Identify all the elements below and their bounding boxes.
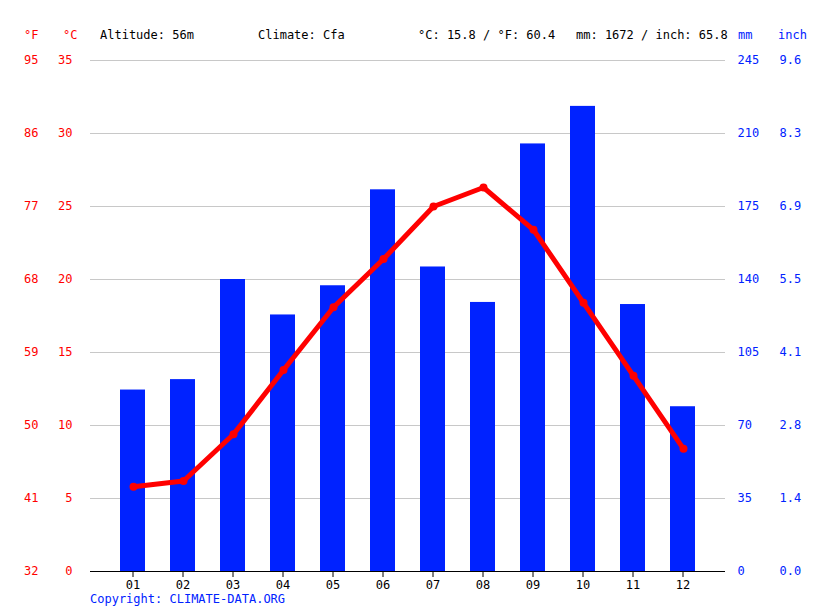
svg-text:05: 05 xyxy=(326,578,340,592)
svg-text:10: 10 xyxy=(58,418,72,432)
svg-text:04: 04 xyxy=(276,578,290,592)
svg-text:0: 0 xyxy=(738,564,745,578)
html-text:°C: °C xyxy=(63,28,78,42)
svg-text:25: 25 xyxy=(58,199,72,213)
html-text:Copyright: CLIMATE-DATA.ORG: Copyright: CLIMATE-DATA.ORG xyxy=(90,592,286,606)
svg-text:9.6: 9.6 xyxy=(780,53,802,67)
svg-text:15: 15 xyxy=(58,345,72,359)
svg-text:02: 02 xyxy=(176,578,190,592)
svg-text:6.9: 6.9 xyxy=(780,199,802,213)
svg-text:86: 86 xyxy=(24,126,38,140)
svg-text:140: 140 xyxy=(738,272,760,286)
svg-text:2.8: 2.8 xyxy=(780,418,802,432)
svg-text:11: 11 xyxy=(626,578,640,592)
svg-text:50: 50 xyxy=(24,418,38,432)
svg-text:32: 32 xyxy=(24,564,38,578)
svg-text:41: 41 xyxy=(24,491,38,505)
svg-text:1.4: 1.4 xyxy=(780,491,802,505)
svg-text:5.5: 5.5 xyxy=(780,272,802,286)
html-text:mm: mm xyxy=(738,28,753,42)
svg-text:10: 10 xyxy=(576,578,590,592)
svg-text:5: 5 xyxy=(65,491,72,505)
svg-text:245: 245 xyxy=(738,53,760,67)
html-text:°F: °F xyxy=(24,28,39,42)
svg-text:210: 210 xyxy=(738,126,760,140)
svg-text:175: 175 xyxy=(738,199,760,213)
svg-text:4.1: 4.1 xyxy=(780,345,802,359)
svg-text:03: 03 xyxy=(226,578,240,592)
svg-text:07: 07 xyxy=(426,578,440,592)
svg-text:35: 35 xyxy=(58,53,72,67)
svg-text:8.3: 8.3 xyxy=(780,126,802,140)
svg-text:08: 08 xyxy=(476,578,490,592)
html-text:mm: 1672 / inch: 65.8: mm: 1672 / inch: 65.8 xyxy=(576,28,728,42)
svg-text:35: 35 xyxy=(738,491,752,505)
svg-text:59: 59 xyxy=(24,345,38,359)
svg-text:68: 68 xyxy=(24,272,38,286)
svg-text:06: 06 xyxy=(376,578,390,592)
svg-text:0: 0 xyxy=(65,564,72,578)
svg-text:09: 09 xyxy=(526,578,540,592)
svg-text:20: 20 xyxy=(58,272,72,286)
svg-text:12: 12 xyxy=(676,578,690,592)
svg-text:105: 105 xyxy=(738,345,760,359)
svg-text:0.0: 0.0 xyxy=(780,564,802,578)
html-text:°C: 15.8 / °F: 60.4: °C: 15.8 / °F: 60.4 xyxy=(418,28,556,42)
svg-text:01: 01 xyxy=(126,578,140,592)
svg-text:70: 70 xyxy=(738,418,752,432)
html-text:Altitude: 56m: Altitude: 56m xyxy=(100,28,194,42)
svg-text:30: 30 xyxy=(58,126,72,140)
html-text:inch: inch xyxy=(778,28,807,42)
html-text:Climate: Cfa: Climate: Cfa xyxy=(258,28,345,42)
svg-text:95: 95 xyxy=(24,53,38,67)
svg-text:77: 77 xyxy=(24,199,38,213)
